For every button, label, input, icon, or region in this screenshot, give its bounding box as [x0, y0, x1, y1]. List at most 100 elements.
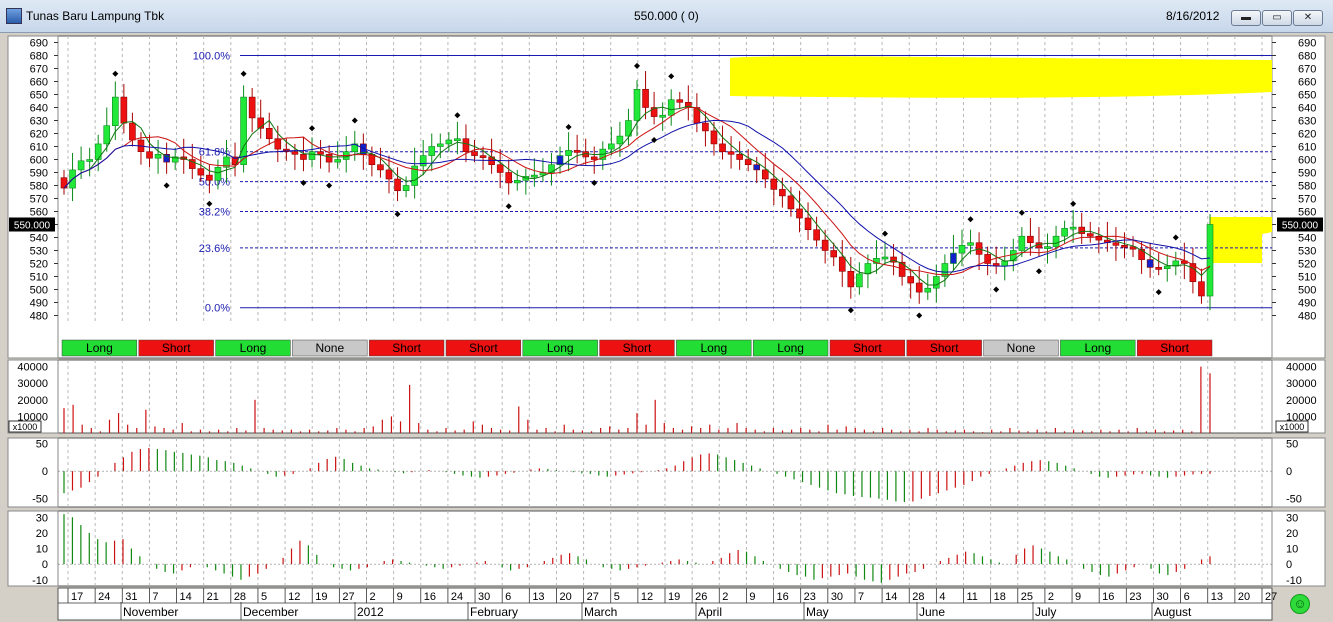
candle-body [531, 174, 538, 178]
y-tick-left: 590 [30, 168, 48, 180]
title-bar: Tunas Baru Lampung Tbk 550.000 ( 0) 8/16… [0, 0, 1333, 33]
highlight-top [730, 56, 1272, 98]
close-button[interactable]: ✕ [1293, 10, 1323, 26]
ma-slow-line [63, 119, 1211, 273]
candle-body [1069, 226, 1077, 230]
y-tick-right: 640 [1298, 103, 1316, 115]
date-label: 9 [397, 591, 403, 603]
pivot-marker [882, 230, 889, 237]
signal-label: Short [623, 341, 652, 355]
signal-label: Short [392, 341, 421, 355]
pivot-marker [967, 216, 974, 223]
signal-label: Short [930, 341, 959, 355]
pivot-marker [1018, 209, 1025, 216]
candle-body [770, 178, 778, 190]
y-tick-left: 520 [30, 259, 48, 271]
candle-body [659, 115, 666, 118]
candle-body [573, 150, 581, 153]
smiley-icon[interactable]: ☺ [1290, 594, 1310, 614]
candle-body [496, 164, 504, 173]
fib-label: 0.0% [205, 303, 230, 315]
app-icon [6, 8, 22, 24]
signal-segment [522, 339, 598, 357]
y-tick-right: 630 [1298, 116, 1316, 128]
osc2-tick-right: 30 [1286, 512, 1298, 524]
volume-unit-box [8, 420, 42, 433]
pivot-marker [1155, 289, 1162, 296]
candle-body [419, 155, 427, 167]
y-tick-left: 480 [30, 311, 48, 323]
window-title: Tunas Baru Lampung Tbk [26, 9, 165, 23]
date-label: 14 [885, 591, 897, 603]
candle-body [112, 96, 119, 126]
date-label: 7 [152, 591, 158, 603]
y-tick-left: 650 [30, 90, 48, 102]
y-tick-left: 670 [30, 64, 48, 76]
maximize-button[interactable]: ▭ [1262, 10, 1292, 26]
fib-label: 23.6% [199, 243, 230, 255]
date-label: 12 [641, 591, 653, 603]
candle-body [727, 151, 735, 155]
fib-label: 50.0% [199, 177, 230, 189]
date-label: 4 [939, 591, 945, 603]
candle-body [240, 96, 247, 165]
y-tick-left: 530 [30, 246, 48, 258]
y-tick-right: 530 [1298, 246, 1316, 258]
candle-body [958, 245, 966, 254]
date-label: 5 [261, 591, 267, 603]
candle-body [1078, 226, 1086, 234]
signal-segment [445, 339, 522, 357]
date-label: 9 [749, 591, 755, 603]
signal-label: Long [1084, 341, 1111, 355]
candle-body [402, 185, 410, 191]
date-label: 16 [777, 591, 789, 603]
y-tick-left: 570 [30, 194, 48, 206]
candle-body [856, 273, 863, 288]
pivot-marker [394, 211, 401, 218]
candle-body [787, 195, 795, 210]
candle-body [291, 151, 299, 155]
month-label: April [698, 605, 722, 619]
candle-body [436, 143, 444, 147]
left-axis-1 [7, 35, 59, 359]
signal-label: Long [700, 341, 727, 355]
signal-label: Short [1160, 341, 1189, 355]
current-price-box-right [1277, 217, 1323, 232]
y-tick-left: 630 [30, 116, 48, 128]
date-label: 28 [234, 591, 246, 603]
candle-body [505, 172, 513, 184]
candle-body [1189, 263, 1197, 283]
signal-segment [829, 339, 906, 357]
candle-body [462, 138, 470, 152]
candle-body [642, 89, 649, 108]
date-label: 21 [207, 591, 219, 603]
candle-body [736, 154, 743, 160]
y-tick-right: 690 [1298, 38, 1316, 50]
date-label: 2 [1048, 591, 1054, 603]
signal-label: Long [547, 341, 574, 355]
candle-body [813, 229, 820, 241]
y-tick-left: 510 [30, 272, 48, 284]
date-label: 5 [614, 591, 620, 603]
candle-body [445, 139, 453, 145]
minimize-button[interactable]: ▬ [1231, 10, 1261, 26]
candle-body [984, 254, 991, 264]
candle-body [94, 143, 102, 160]
right-axis-1 [1271, 35, 1326, 359]
signal-segment [1060, 339, 1136, 357]
y-tick-right: 680 [1298, 51, 1316, 63]
date-label: 30 [478, 591, 490, 603]
candle-body [744, 159, 752, 165]
candle-body [368, 154, 376, 166]
candle-body [967, 242, 974, 246]
date-label: 31 [125, 591, 137, 603]
ma-mid-line [63, 106, 1211, 276]
candle-body [881, 256, 889, 260]
candle-body [753, 164, 761, 171]
candle-body [428, 146, 436, 156]
volume-tick-left: 10000 [17, 411, 48, 423]
date-label: 16 [1102, 591, 1114, 603]
candle-body [565, 150, 572, 156]
date-label: 27 [342, 591, 354, 603]
right-axis-4 [1271, 510, 1326, 587]
